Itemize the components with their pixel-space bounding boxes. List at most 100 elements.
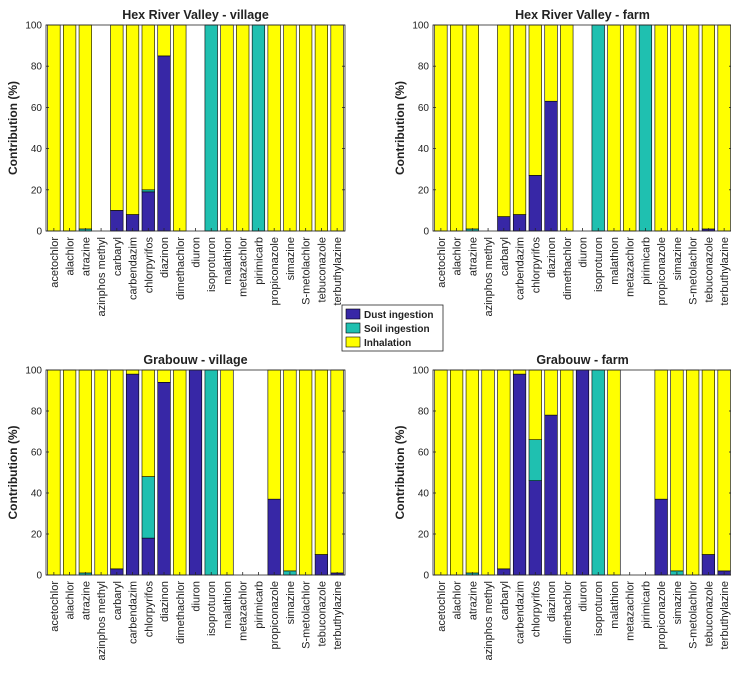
bar-segment-inhalation-chlorpyrifos (141, 24, 155, 191)
bar-segment-inhalation-simazine (283, 369, 297, 572)
bar-segment-inhalation-atrazine (78, 24, 92, 230)
x-tick-label: azinphos methyl (96, 581, 108, 661)
bar-segment-soil-chlorpyrifos (528, 439, 542, 482)
legend: Dust ingestion Soil ingestion Inhalation (341, 304, 444, 352)
x-tick-label: diuron (578, 237, 590, 268)
x-tick-label: alachlor (65, 237, 77, 276)
chart-title: Grabouw - village (143, 353, 247, 367)
bars (434, 24, 731, 232)
y-axis-label: Contribution (%) (6, 81, 20, 175)
bar-segment-inhalation-propiconazole (654, 24, 668, 232)
x-tick-label: atrazine (80, 237, 92, 276)
x-tick-label: propiconazole (269, 237, 281, 306)
bar-segment-inhalation-azinphos-methyl (94, 369, 108, 576)
x-tick-label: carbendazim (128, 237, 140, 300)
y-tick-label: 60 (418, 103, 430, 114)
bar-segment-inhalation-acetochlor (47, 369, 61, 576)
y-tick-label: 0 (423, 227, 429, 238)
x-tick-label: dimethachlor (562, 581, 574, 644)
y-axis-label: Contribution (%) (6, 426, 20, 520)
bar-segment-inhalation-carbendazim (125, 24, 140, 215)
bar-segment-dust-diazinon (544, 414, 558, 576)
x-tick-label: alachlor (452, 581, 464, 620)
bar-segment-inhalation-simazine (670, 24, 684, 232)
x-tick-label: diazinon (546, 237, 558, 278)
bar-segment-inhalation-propiconazole (267, 24, 281, 232)
bars (47, 369, 344, 576)
bar-segment-inhalation-s-metolachlor (686, 24, 700, 232)
bar-segment-dust-chlorpyrifos (528, 175, 542, 232)
legend-label-soil: Soil ingestion (364, 324, 430, 335)
x-tick-label: carbaryl (499, 237, 511, 276)
x-tick-label: atrazine (467, 581, 479, 620)
x-tick-label: S-metolachlor (688, 581, 700, 649)
y-tick-label: 0 (36, 227, 42, 238)
x-tick-label: carbaryl (112, 237, 124, 276)
y-tick-label: 80 (31, 62, 43, 73)
bar-segment-dust-carbaryl (110, 210, 124, 232)
x-tick-label: azinphos methyl (96, 237, 108, 317)
x-tick-label: propiconazole (269, 581, 281, 650)
bar-segment-inhalation-tebuconazole (701, 369, 715, 555)
bar-segment-inhalation-malathion (220, 24, 234, 232)
bar-segment-dust-carbendazim (512, 373, 527, 576)
y-tick-label: 20 (418, 185, 430, 196)
bar-segment-inhalation-tebuconazole (314, 369, 328, 555)
x-tick-label: pirimicarb (640, 581, 652, 629)
bar-segment-inhalation-diazinon (544, 369, 558, 416)
x-tick-label: azinphos methyl (483, 237, 495, 317)
bar-segment-inhalation-alachlor (63, 24, 77, 232)
bar-segment-inhalation-atrazine (465, 24, 479, 230)
x-tick-label: malathion (222, 581, 234, 629)
x-tick-label: metazachlor (625, 237, 637, 297)
bar-segment-inhalation-azinphos-methyl (481, 369, 495, 576)
x-tick-label: chlorpyrifos (143, 237, 155, 294)
bar-segment-inhalation-alachlor (63, 369, 77, 576)
bar-segment-inhalation-propiconazole (654, 369, 668, 500)
x-tick-label: propiconazole (656, 581, 668, 650)
bar-segment-inhalation-atrazine (465, 369, 479, 574)
x-tick-label: tebuconazole (316, 581, 328, 646)
x-tick-label: pirimicarb (253, 237, 265, 285)
y-tick-label: 20 (31, 530, 43, 541)
x-tick-label: malathion (609, 581, 621, 629)
x-tick-label: diuron (191, 581, 203, 612)
bar-segment-inhalation-simazine (283, 24, 297, 232)
x-tick-label: carbendazim (515, 581, 527, 644)
x-tick-label: simazine (285, 581, 297, 624)
bar-segment-inhalation-simazine (670, 369, 684, 572)
x-tick-label: alachlor (65, 581, 77, 620)
bar-segment-inhalation-alachlor (450, 24, 464, 232)
bar-segment-inhalation-acetochlor (434, 24, 448, 232)
y-axis-label: Contribution (%) (393, 426, 407, 520)
x-tick-label: dimethachlor (562, 237, 574, 300)
x-tick-label: metazachlor (625, 581, 637, 641)
bar-segment-soil-chlorpyrifos (141, 476, 155, 539)
x-tick-label: acetochlor (436, 581, 448, 632)
y-tick-label: 40 (31, 489, 43, 500)
y-tick-label: 100 (25, 366, 42, 377)
bar-segment-inhalation-carbendazim (512, 24, 527, 215)
x-tick-label: simazine (672, 237, 684, 280)
y-tick-label: 80 (418, 407, 430, 418)
legend-label-inhalation: Inhalation (364, 338, 411, 349)
x-tick-label: terbuthylazine (332, 581, 344, 650)
bar-segment-inhalation-chlorpyrifos (528, 24, 542, 176)
y-tick-label: 60 (31, 448, 43, 459)
bar-segment-inhalation-atrazine (78, 369, 92, 574)
bar-segment-inhalation-dimethachlor (173, 24, 187, 232)
x-tick-label: diazinon (159, 581, 171, 622)
x-tick-label: chlorpyrifos (530, 237, 542, 294)
bar-segment-soil-isoproturon (204, 369, 218, 576)
x-tick-label: diuron (578, 581, 590, 612)
chart-panel-4: Grabouw - farm Contribution (%) 0 20 40 60 80 1… (393, 353, 731, 661)
x-tick-label: azinphos methyl (483, 581, 495, 661)
bar-segment-inhalation-carbendazim (512, 369, 527, 375)
x-tick-label: terbuthylazine (719, 581, 731, 650)
bar-segment-inhalation-dimethachlor (560, 369, 574, 576)
bars (47, 24, 344, 232)
bar-segment-soil-chlorpyrifos (141, 189, 155, 193)
y-tick-label: 80 (418, 62, 430, 73)
y-tick-label: 100 (412, 366, 429, 377)
